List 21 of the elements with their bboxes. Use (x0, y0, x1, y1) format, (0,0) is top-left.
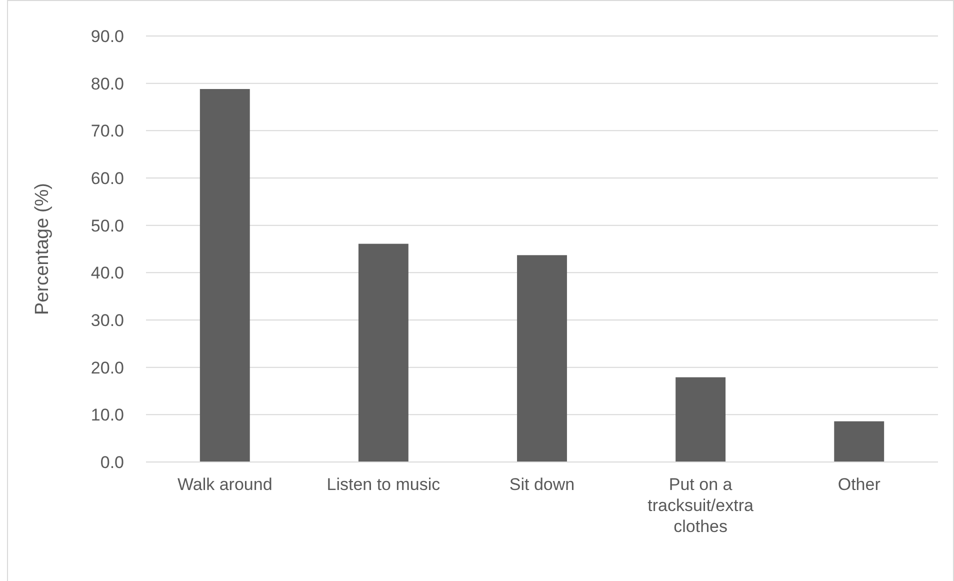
bar (517, 255, 567, 462)
x-tick-label: Sit down (509, 475, 575, 494)
y-tick-label: 90.0 (90, 26, 124, 46)
y-tick-label: 0.0 (100, 452, 124, 472)
bar (676, 377, 726, 462)
x-tick-label: Put on a tracksuit/extra clothes (648, 475, 754, 536)
y-tick-label: 60.0 (90, 168, 124, 188)
y-tick-label: 30.0 (90, 310, 124, 330)
y-tick-label: 40.0 (90, 264, 124, 283)
bar (834, 421, 884, 462)
bar (358, 244, 408, 462)
x-tick-label: Listen to music (326, 475, 441, 494)
x-tick-label: Walk around (177, 475, 272, 494)
x-tick-label: Other (838, 475, 881, 494)
y-axis-title: Percentage (%) (32, 182, 53, 316)
bar (200, 89, 250, 462)
y-tick-label: 80.0 (90, 74, 124, 94)
y-tick-label: 20.0 (90, 358, 124, 378)
y-tick-label: 10.0 (90, 406, 124, 425)
y-tick-label: 70.0 (90, 122, 124, 141)
y-tick-label: 50.0 (90, 216, 124, 236)
